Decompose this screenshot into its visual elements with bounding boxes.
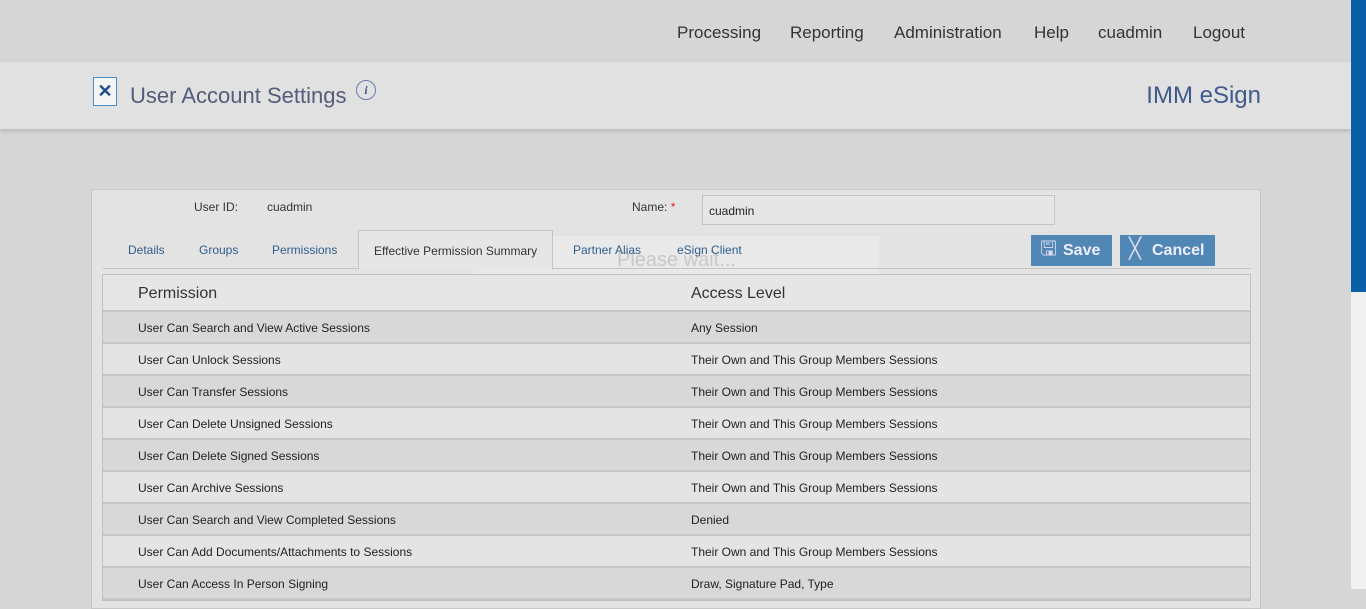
- header-access-level: Access Level: [691, 285, 786, 302]
- permission-cell: User Can Search and View Completed Sessi…: [138, 513, 396, 527]
- permission-cell: User Can Access In Person Signing: [138, 577, 329, 591]
- table-row: User Can Access In Person Signing Draw, S…: [103, 568, 1250, 600]
- settings-document-icon: ✕: [93, 77, 117, 106]
- tab-bar: Details Groups Permissions Effective Per…: [103, 230, 1251, 270]
- table-row: User Can Transfer Sessions Their Own and …: [103, 376, 1250, 408]
- save-button[interactable]: 🖫 Save: [1031, 235, 1112, 266]
- permission-cell: User Can Search and View Active Sessions: [138, 321, 370, 335]
- tab-groups[interactable]: Groups: [199, 243, 239, 257]
- cancel-button[interactable]: ╳ Cancel: [1120, 235, 1215, 266]
- scrollbar-thumb[interactable]: [1351, 0, 1366, 292]
- access-level-cell: Their Own and This Group Members Session…: [691, 481, 938, 495]
- table-row: User Can Search and View Active Sessions…: [103, 312, 1250, 344]
- nav-administration[interactable]: Administration: [894, 23, 1002, 42]
- table-row: User Can Unlock Sessions Their Own and Th…: [103, 344, 1250, 376]
- permission-cell: User Can Delete Unsigned Sessions: [138, 417, 333, 431]
- tab-esign-client[interactable]: eSign Client: [677, 243, 742, 257]
- permission-cell: User Can Archive Sessions: [138, 481, 284, 495]
- access-level-cell: Their Own and This Group Members Session…: [691, 449, 938, 463]
- tab-permissions[interactable]: Permissions: [272, 243, 338, 257]
- access-level-cell: Their Own and This Group Members Session…: [691, 417, 938, 431]
- top-nav: Processing Reporting Administration Help…: [0, 0, 1351, 62]
- permission-cell: User Can Delete Signed Sessions: [138, 449, 320, 463]
- user-id-value: cuadmin: [267, 200, 313, 214]
- nav-logout[interactable]: Logout: [1193, 23, 1245, 42]
- access-level-cell: Their Own and This Group Members Session…: [691, 545, 938, 559]
- name-label: Name: *: [632, 200, 675, 214]
- table-row: User Can Search and View Completed Sessi…: [103, 504, 1250, 536]
- tab-effective-permission-summary[interactable]: Effective Permission Summary: [358, 230, 554, 270]
- nav-help[interactable]: Help: [1034, 23, 1069, 42]
- info-icon[interactable]: i: [356, 80, 376, 100]
- tab-details[interactable]: Details: [128, 243, 165, 257]
- user-id-label: User ID:: [194, 200, 239, 214]
- name-input[interactable]: cuadmin: [702, 195, 1055, 225]
- nav-user[interactable]: cuadmin: [1098, 23, 1163, 42]
- table-row: User Can Add Documents/Attachments to Se…: [103, 536, 1250, 568]
- access-level-cell: Any Session: [691, 321, 758, 335]
- table-row: User Can Delete Unsigned Sessions Their O…: [103, 408, 1250, 440]
- permission-cell: User Can Unlock Sessions: [138, 353, 281, 367]
- nav-reporting[interactable]: Reporting: [790, 23, 864, 42]
- table-row: User Can Archive Sessions Their Own and T…: [103, 472, 1250, 504]
- header-permission: Permission: [138, 285, 218, 302]
- access-level-cell: Their Own and This Group Members Session…: [691, 385, 938, 399]
- access-level-cell: Denied: [691, 513, 730, 527]
- brand-name: IMM eSign: [1146, 82, 1261, 109]
- required-marker: *: [670, 200, 676, 214]
- name-label-text: Name:: [632, 200, 668, 214]
- tab-partner-alias[interactable]: Partner Alias: [573, 243, 642, 257]
- permission-cell: User Can Transfer Sessions: [138, 385, 289, 399]
- table-row: User Can Delete Signed Sessions Their Own…: [103, 440, 1250, 472]
- nav-processing[interactable]: Processing: [677, 23, 762, 42]
- floppy-disk-icon: 🖫: [1040, 238, 1058, 260]
- close-icon: ╳: [1129, 238, 1142, 260]
- permission-cell: User Can Add Documents/Attachments to Se…: [138, 545, 413, 559]
- permission-table: Permission Access Level User Can Search …: [102, 274, 1251, 601]
- save-label: Save: [1063, 242, 1101, 259]
- access-level-cell: Their Own and This Group Members Session…: [691, 353, 938, 367]
- cancel-label: Cancel: [1152, 242, 1205, 259]
- settings-panel: User ID: cuadmin Name: * cuadmin Please …: [91, 189, 1261, 609]
- page-header: ✕ User Account Settings i IMM eSign: [0, 62, 1351, 129]
- table-header: Permission Access Level: [103, 275, 1250, 312]
- access-level-cell: Draw, Signature Pad, Type: [691, 577, 834, 591]
- scrollbar[interactable]: [1351, 0, 1366, 589]
- page-title: User Account Settings: [130, 83, 347, 108]
